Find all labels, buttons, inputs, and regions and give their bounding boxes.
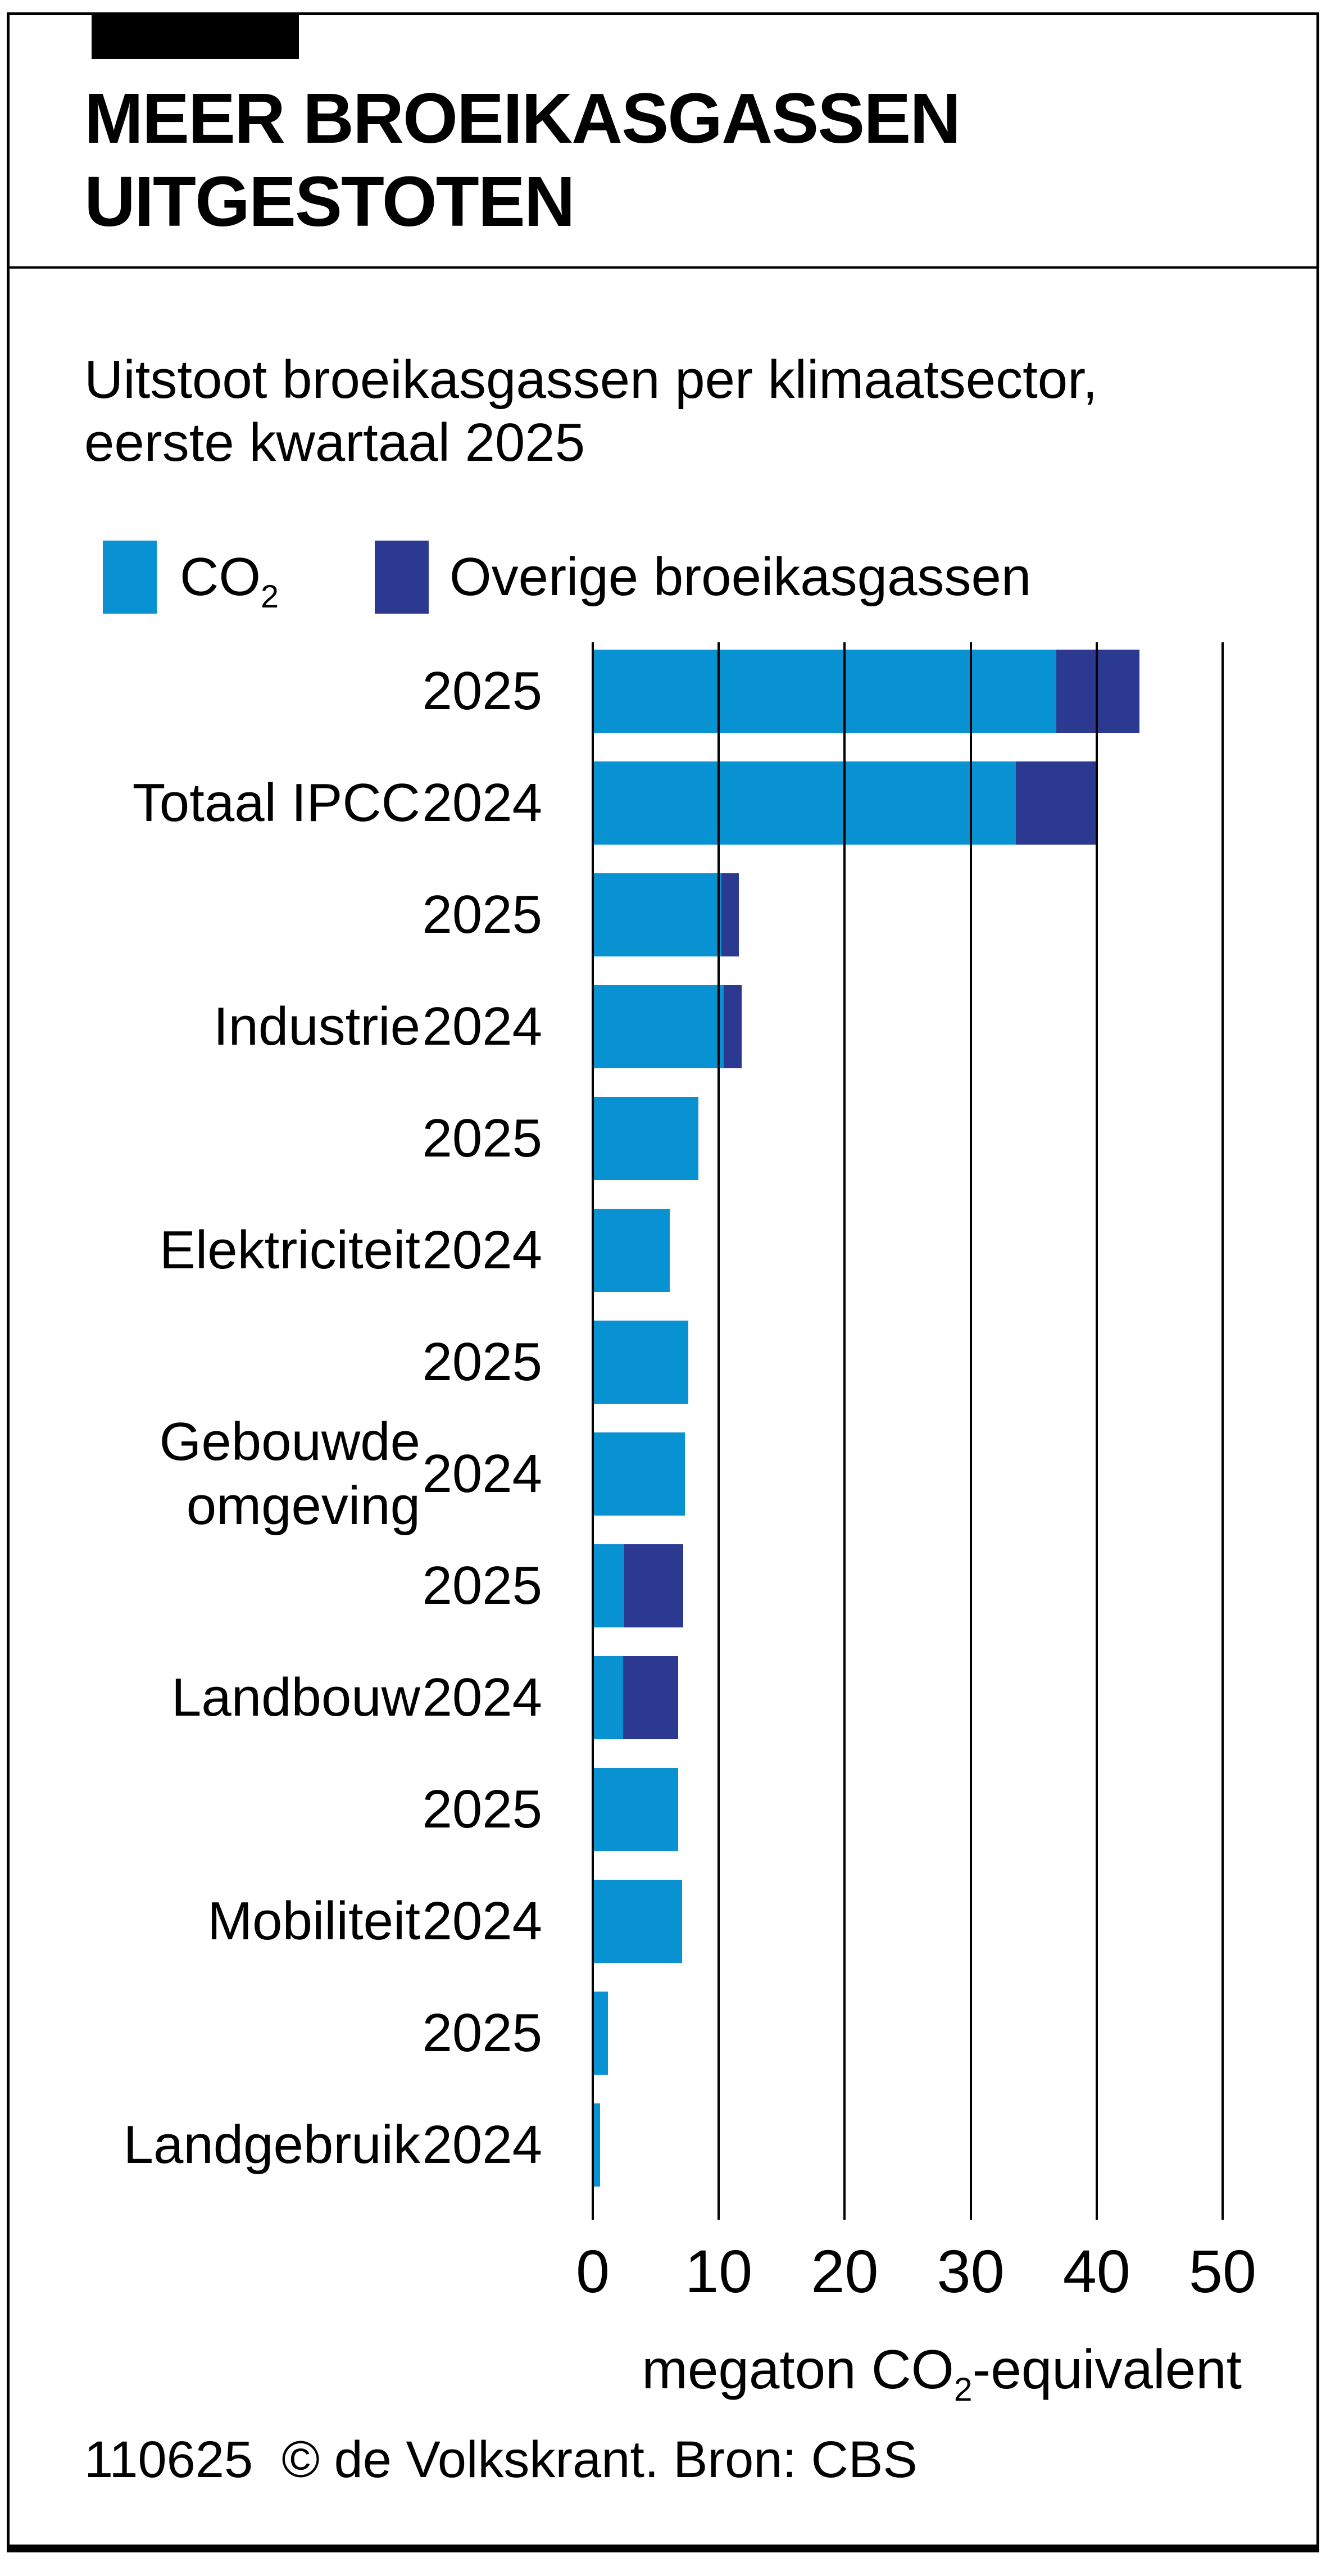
x-tick-label: 50 (1188, 2237, 1257, 2305)
sector-label-line: Mobiliteit (207, 1891, 420, 1951)
legend-label-other-gases: Overige broeikasgassen (449, 547, 1032, 607)
year-label: 2025 (422, 1779, 542, 1839)
x-axis-label-subscript: 2 (953, 2371, 973, 2409)
chart-subtitle-line1: Uitstoot broeikasgassen per klimaatsecto… (84, 350, 1098, 410)
year-label: 2025 (422, 1332, 542, 1392)
bar-segment-other-gases (623, 1656, 679, 1739)
legend-swatch-other-gases-icon (375, 541, 429, 614)
gridline (718, 642, 720, 2220)
year-label: 2025 (422, 661, 542, 721)
bar-segment-co2 (593, 1432, 685, 1516)
gridline (843, 642, 846, 2220)
page-title-line2: UITGESTOTEN (84, 162, 575, 241)
sector-label: Landgebruik (0, 2113, 420, 2177)
sector-label: Gebouwde omgeving (0, 1410, 420, 1538)
bar-segment-co2 (593, 1209, 670, 1292)
sector-label-line: Industrie (213, 996, 420, 1056)
legend-swatch-co2-icon (103, 541, 157, 614)
year-label: 2025 (422, 885, 542, 945)
bar-segment-other-gases (1056, 650, 1140, 733)
year-label: 2024 (422, 1667, 542, 1727)
sector-label-line: Gebouwde (159, 1412, 420, 1472)
bar-segment-other-gases (721, 873, 739, 956)
bar-segment-co2 (593, 1992, 608, 2075)
x-tick-label: 30 (937, 2237, 1005, 2305)
bar-segment-co2 (593, 2103, 601, 2187)
bar-segment-co2 (593, 1880, 683, 1963)
header-divider (7, 266, 1319, 269)
x-tick-label: 10 (685, 2237, 753, 2305)
x-tick-label: 20 (811, 2237, 879, 2305)
bar-segment-co2 (593, 1544, 625, 1627)
legend-label-co2: CO2 (180, 541, 279, 615)
sector-label: Landbouw (0, 1666, 420, 1730)
sector-label: Totaal IPCC (0, 771, 420, 835)
footer-credit: 110625 © de Volkskrant. Bron: CBS (84, 2431, 918, 2488)
year-label: 2024 (422, 996, 542, 1056)
year-label: 2024 (422, 1220, 542, 1280)
gridline (592, 642, 594, 2220)
sector-label-line: Landgebruik (123, 2115, 420, 2175)
bar-segment-other-gases (624, 1544, 684, 1627)
gridline (969, 642, 972, 2220)
bar-segment-co2 (593, 650, 1057, 733)
gridline (1221, 642, 1224, 2220)
year-label: 2025 (422, 1555, 542, 1616)
bar-segment-co2 (593, 1656, 623, 1739)
year-label: 2025 (422, 2003, 542, 2063)
x-axis-label-post: -equivalent (972, 2338, 1242, 2400)
bar-segment-other-gases (724, 985, 742, 1068)
x-axis-label: megaton CO2-equivalent (0, 2338, 1242, 2408)
legend-label-co2-base: CO (180, 547, 261, 607)
year-label: 2024 (422, 1891, 542, 1951)
legend-label-co2-subscript: 2 (261, 578, 279, 615)
sector-label: Mobiliteit (0, 1889, 420, 1953)
sector-label-line: Totaal IPCC (132, 773, 420, 833)
sector-label: Elektriciteit (0, 1218, 420, 1282)
year-label: 2024 (422, 1444, 542, 1504)
bar-segment-co2 (593, 985, 724, 1068)
sector-label-line: Elektriciteit (159, 1220, 420, 1280)
bar-segment-co2 (593, 1097, 699, 1180)
year-label: 2025 (422, 1108, 542, 1168)
x-axis-label-pre: megaton CO (642, 2338, 954, 2400)
year-label: 2024 (422, 773, 542, 833)
x-tick-label: 0 (575, 2237, 610, 2305)
page-title-line1: MEER BROEIKASGASSEN (84, 79, 961, 158)
header-tab (92, 14, 299, 59)
sector-label-line: omgeving (186, 1476, 420, 1536)
x-tick-label: 40 (1062, 2237, 1130, 2305)
sector-label-line: Landbouw (171, 1667, 420, 1727)
bar-segment-other-gases (1016, 761, 1097, 845)
chart-subtitle-line2: eerste kwartaal 2025 (84, 412, 585, 473)
year-label: 2024 (422, 2115, 542, 2175)
bar-segment-co2 (593, 873, 721, 956)
bar-segment-co2 (593, 1768, 679, 1851)
bar-segment-co2 (593, 1321, 689, 1404)
sector-label: Industrie (0, 995, 420, 1059)
bar-segment-co2 (593, 761, 1016, 845)
gridline (1095, 642, 1098, 2220)
